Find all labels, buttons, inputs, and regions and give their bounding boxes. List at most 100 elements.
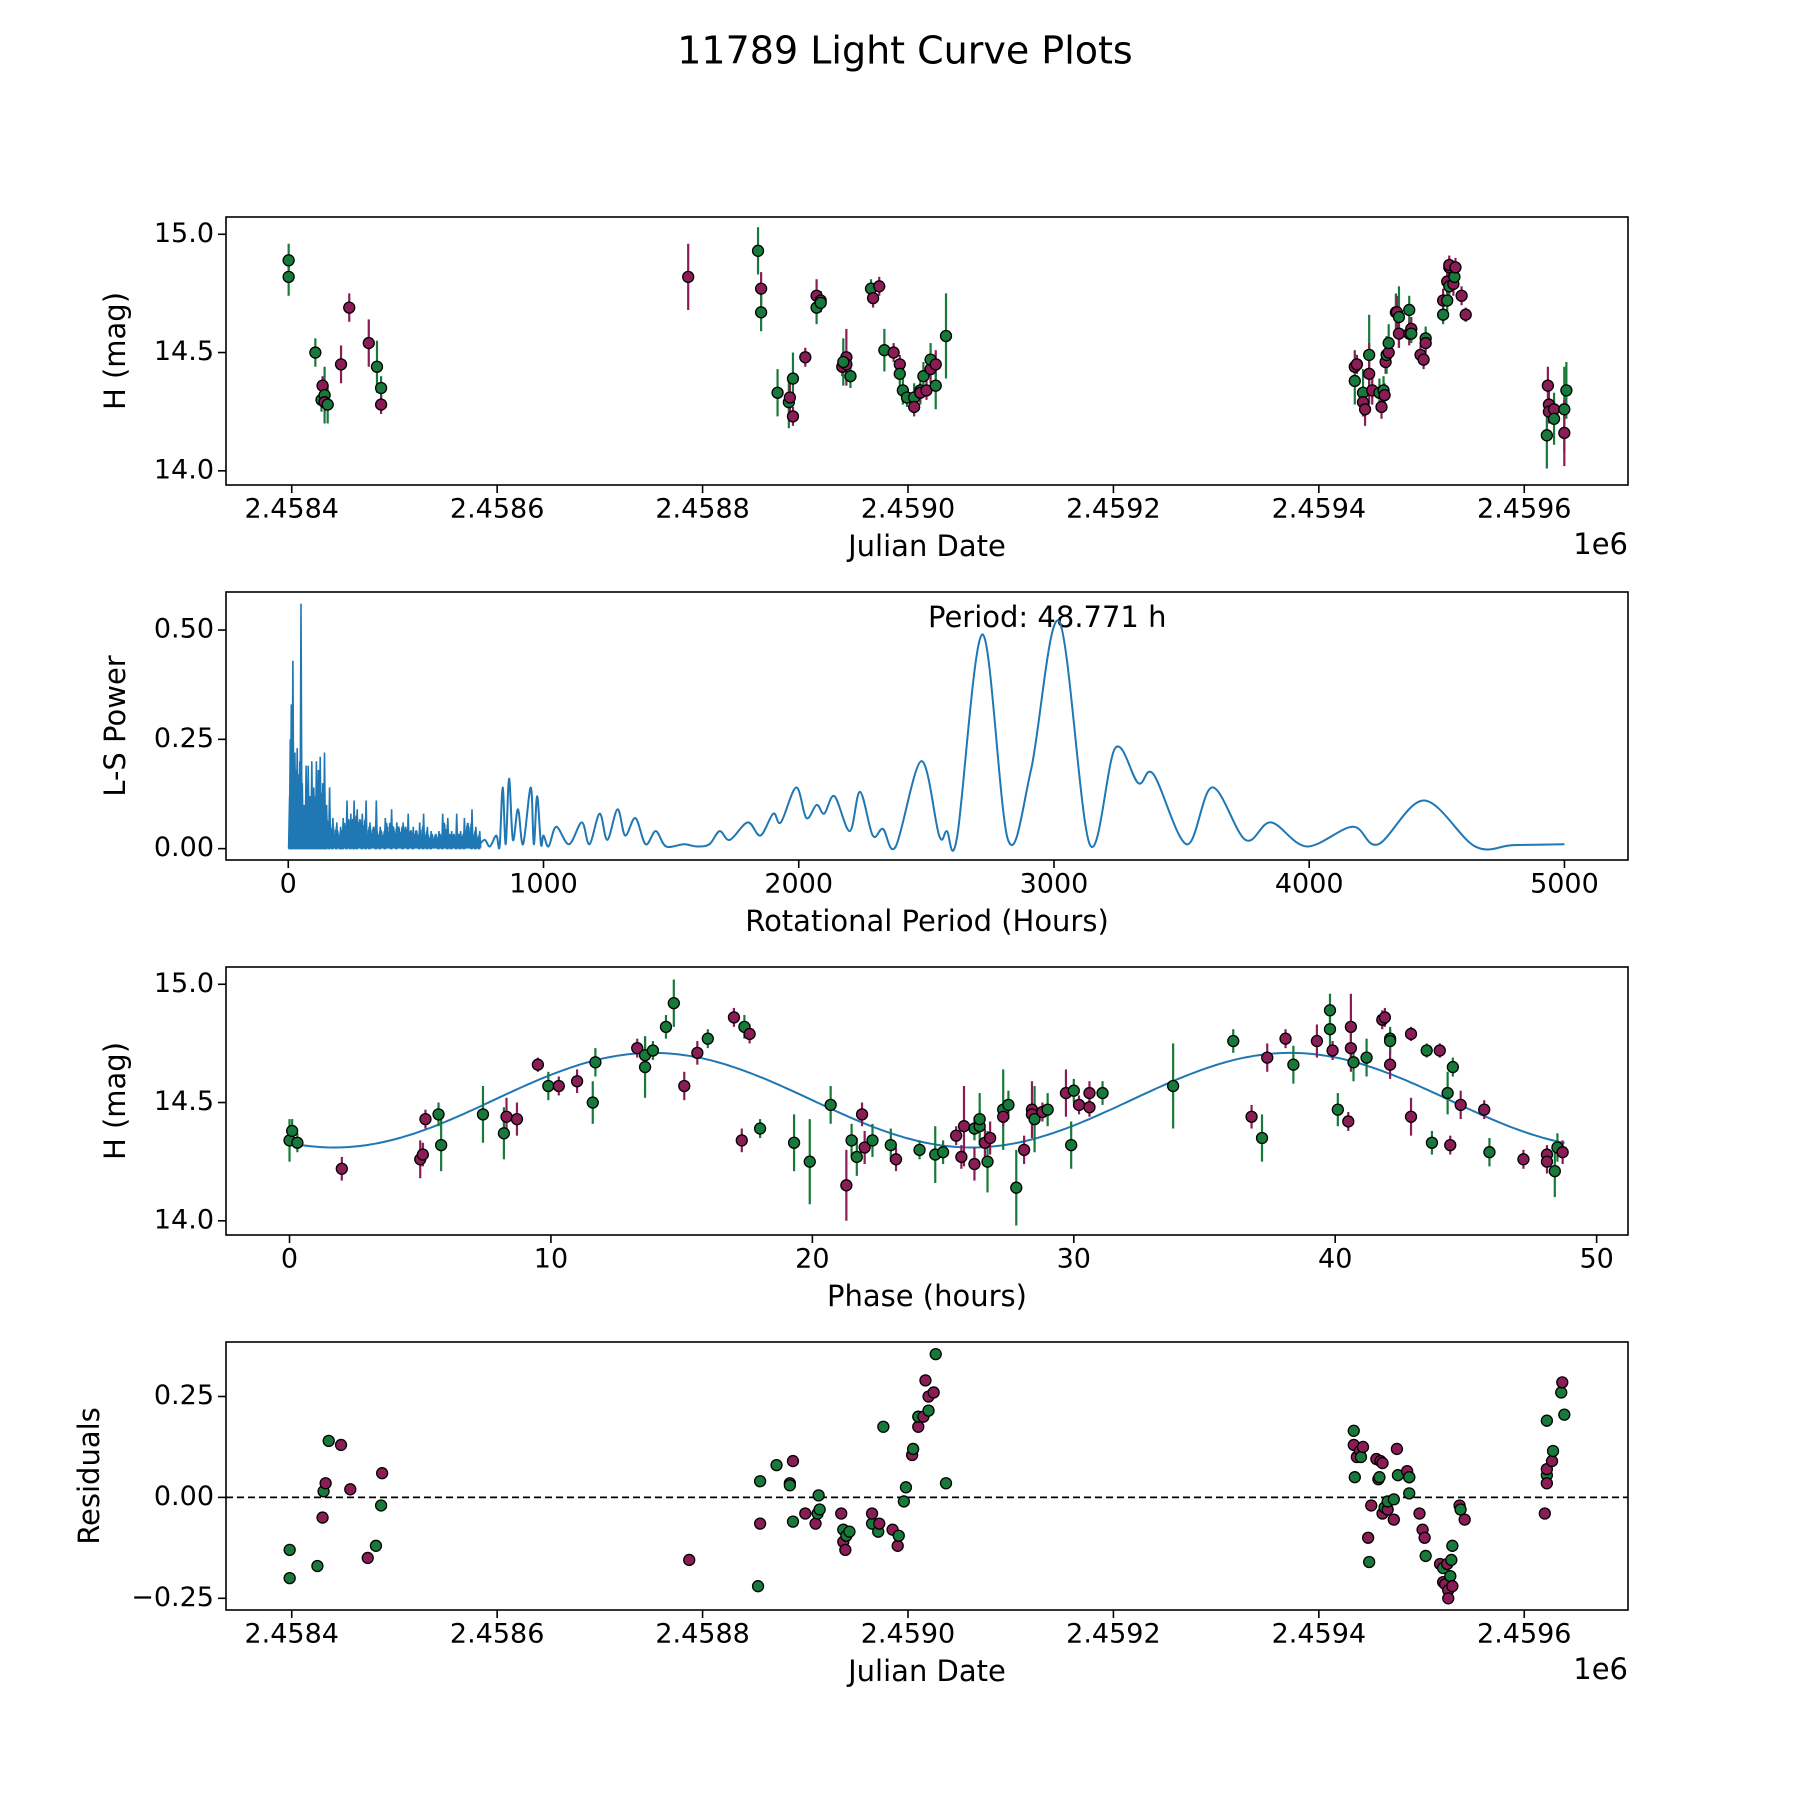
data-point: [1425, 1136, 1439, 1149]
residual-point: [283, 1571, 296, 1585]
data-point: [929, 358, 942, 371]
residual-point: [1403, 1487, 1416, 1500]
data-point: [981, 1155, 994, 1168]
data-point: [1041, 1103, 1054, 1116]
data-point: [889, 1153, 903, 1166]
data-point: [799, 351, 812, 364]
periodogram-panel: Rotational Period (Hours) L-S Power Peri…: [98, 591, 1629, 938]
data-point: [1417, 353, 1430, 366]
data-point: [362, 336, 375, 350]
data-point: [1556, 1146, 1569, 1159]
data-point: [1360, 1051, 1373, 1064]
residual-point: [813, 1503, 826, 1516]
residual-point: [812, 1489, 825, 1502]
residual-point: [753, 1475, 767, 1488]
x-axis-label: Phase (hours): [827, 1279, 1027, 1313]
data-point: [1342, 1115, 1355, 1128]
data-point: [1540, 1155, 1554, 1168]
residual-point: [1454, 1503, 1467, 1516]
residual-point: [1458, 1513, 1471, 1526]
axes-frame: [225, 591, 1629, 861]
data-point: [786, 410, 800, 423]
x-tick-label: 4000: [1275, 869, 1344, 900]
x-tick-label: 30: [1057, 1244, 1091, 1275]
plot-area: [283, 979, 1569, 1226]
data-point: [754, 282, 768, 295]
data-point: [1392, 327, 1406, 340]
data-point: [783, 391, 797, 404]
data-point: [1344, 1020, 1358, 1033]
period-annotation: Period: 48.771 h: [928, 600, 1167, 634]
residual-point: [1361, 1531, 1375, 1544]
residual-point: [1444, 1569, 1457, 1583]
residual-point: [1558, 1408, 1571, 1421]
data-point: [955, 1150, 968, 1164]
data-point: [1072, 1098, 1086, 1112]
data-point: [844, 370, 857, 383]
y-tick-label: −0.25: [131, 1582, 214, 1613]
data-point: [1363, 367, 1376, 380]
residual-point: [892, 1529, 905, 1542]
light-curve-panel: Julian Date 1e6 H (mag) 2.4584 2.4586 2.45…: [98, 216, 1629, 563]
data-point: [1404, 1027, 1418, 1041]
data-point: [1404, 1110, 1418, 1123]
x-tick-label: 2.4584: [244, 1619, 338, 1650]
data-point: [1547, 412, 1561, 425]
data-point: [419, 1112, 432, 1126]
data-point: [1083, 1101, 1096, 1114]
y-axis-label: H (mag): [98, 1042, 132, 1160]
data-point: [837, 355, 850, 369]
data-point: [949, 1129, 963, 1142]
data-point: [374, 381, 388, 395]
data-point: [727, 1011, 741, 1024]
data-point: [691, 1046, 704, 1060]
data-point: [1279, 1032, 1292, 1045]
data-point: [814, 296, 827, 310]
x-tick-label: 2.4592: [1066, 494, 1160, 525]
data-point: [803, 1155, 816, 1168]
residual-point: [316, 1511, 329, 1524]
figure-title: 11789 Light Curve Plots: [677, 29, 1132, 73]
data-point: [1449, 261, 1462, 274]
residual-point: [753, 1517, 767, 1530]
data-point: [374, 398, 388, 411]
residual-point: [1538, 1507, 1551, 1520]
data-point: [1441, 1086, 1454, 1100]
data-point: [631, 1041, 644, 1055]
data-point: [1541, 379, 1555, 392]
data-point: [754, 306, 768, 319]
residual-point: [809, 1517, 822, 1530]
x-offset-text: 1e6: [1573, 527, 1628, 561]
data-point: [850, 1150, 863, 1164]
data-point: [887, 346, 900, 359]
data-point: [957, 1120, 971, 1133]
periodogram-dense-series: [287, 603, 482, 850]
data-point: [335, 1162, 348, 1175]
data-point: [735, 1134, 748, 1147]
y-tick-label: 14.5: [154, 1086, 214, 1117]
residual-point: [865, 1507, 879, 1520]
data-point: [1255, 1131, 1269, 1145]
residual-point: [1546, 1444, 1560, 1458]
data-point: [929, 379, 942, 392]
x-tick-label: 50: [1579, 1244, 1613, 1275]
residuals-panel: Julian Date 1e6 Residuals 2.4584 2.4586 2.…: [72, 1341, 1629, 1688]
residual-point: [1419, 1549, 1432, 1563]
residual-point: [334, 1438, 348, 1452]
data-point: [1517, 1153, 1530, 1166]
data-point: [968, 1157, 981, 1171]
data-point: [552, 1079, 565, 1093]
residual-point: [843, 1525, 856, 1538]
data-point: [1028, 1112, 1041, 1126]
data-point: [659, 1020, 673, 1033]
residual-point: [1445, 1553, 1458, 1567]
data-point: [1067, 1084, 1080, 1097]
data-point: [840, 1179, 853, 1192]
x-tick-label: 2.4584: [244, 494, 338, 525]
data-point: [1548, 1164, 1561, 1178]
x-tick-label: 2.4586: [450, 1619, 544, 1650]
data-point: [1227, 1034, 1240, 1048]
data-point: [434, 1138, 448, 1152]
x-tick-label: 2.4594: [1272, 494, 1366, 525]
residual-point: [311, 1559, 324, 1573]
